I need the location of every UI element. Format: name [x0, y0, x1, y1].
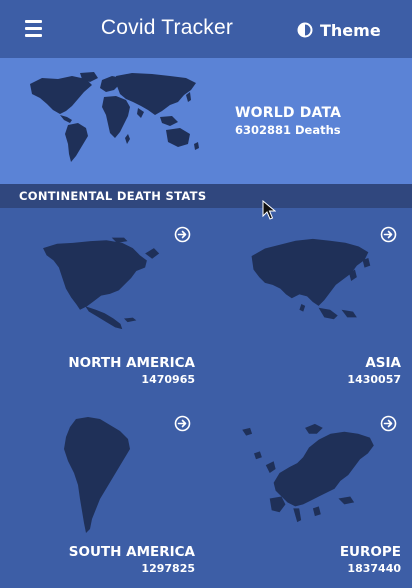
mouse-cursor-icon [262, 200, 276, 220]
continent-name: SOUTH AMERICA [68, 544, 195, 560]
continent-card-north-america[interactable]: NORTH AMERICA 1470965 [0, 210, 206, 390]
circle-arrow-right-icon[interactable] [380, 415, 397, 432]
circle-arrow-right-icon[interactable] [380, 226, 397, 243]
continent-card-asia[interactable]: ASIA 1430057 [206, 210, 412, 390]
continent-card-europe[interactable]: EUROPE 1837440 [206, 400, 412, 588]
theme-toggle-button[interactable]: Theme [297, 20, 381, 40]
world-deaths-count: 6302881 Deaths [235, 123, 341, 137]
world-data-banner[interactable]: WORLD DATA 6302881 Deaths [0, 58, 412, 184]
continent-deaths: 1297825 [141, 562, 195, 575]
circle-arrow-right-icon[interactable] [174, 226, 191, 243]
menu-button[interactable] [22, 18, 46, 40]
continent-card-south-america[interactable]: SOUTH AMERICA 1297825 [0, 400, 206, 588]
app-header: Covid Tracker Theme [0, 0, 412, 58]
continent-name: ASIA [365, 355, 401, 371]
europe-map-icon [242, 423, 374, 523]
half-circle-icon [297, 22, 313, 38]
circle-arrow-right-icon[interactable] [174, 415, 191, 432]
continental-section-header: CONTINENTAL DEATH STATS [0, 184, 412, 208]
continent-deaths: 1470965 [141, 373, 195, 386]
theme-label: Theme [320, 20, 381, 40]
section-title: CONTINENTAL DEATH STATS [19, 189, 207, 203]
south-america-map-icon [64, 417, 130, 533]
hamburger-icon-line [25, 27, 42, 30]
hamburger-icon-line [25, 20, 42, 23]
continent-deaths: 1837440 [347, 562, 401, 575]
app-title: Covid Tracker [100, 16, 234, 39]
hamburger-icon-line [25, 34, 42, 37]
world-map-icon [30, 72, 199, 162]
continent-name: NORTH AMERICA [68, 355, 195, 371]
north-america-map-icon [43, 237, 160, 330]
asia-map-icon [251, 238, 371, 320]
world-data-title: WORLD DATA [235, 105, 342, 121]
continent-name: EUROPE [339, 544, 401, 560]
continent-deaths: 1430057 [347, 373, 401, 386]
